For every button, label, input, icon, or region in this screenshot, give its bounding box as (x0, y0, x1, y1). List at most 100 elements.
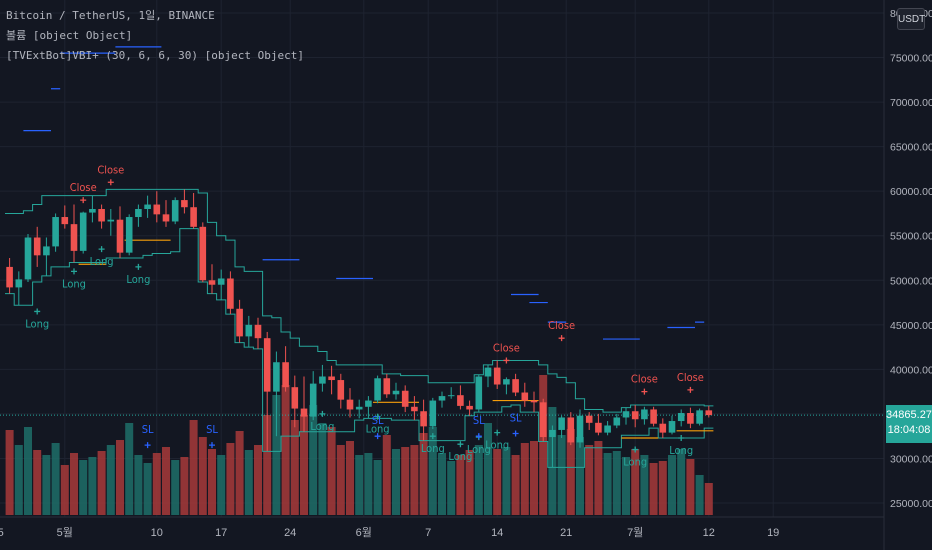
candle-body (24, 237, 32, 280)
candle-body (503, 379, 510, 385)
volume-bar (382, 435, 391, 515)
volume-bar (410, 445, 419, 515)
y-tick-label: 70000.00 (890, 97, 932, 109)
candle-body (135, 209, 142, 218)
signal-label-sl: SL (142, 423, 154, 436)
candle-body (125, 217, 133, 253)
candle-body (466, 405, 473, 410)
volume-bar (594, 441, 603, 515)
legend-symbol[interactable]: Bitcoin / TetherUS, 1일, BINANCE (6, 9, 215, 22)
candle-body (300, 408, 308, 417)
volume-bar (281, 385, 290, 515)
volume-bar (447, 461, 456, 515)
x-tick-label: 5월 (57, 526, 73, 539)
currency-button[interactable]: USDT (897, 8, 925, 30)
signal-label-close: Close (677, 371, 704, 384)
candle-body (447, 395, 455, 397)
candle-body (374, 378, 381, 401)
signal-cross (71, 268, 77, 275)
y-tick-label: 75000.00 (890, 53, 932, 65)
volume-histogram (5, 375, 713, 515)
candle-body (70, 224, 78, 251)
candle-body (337, 380, 345, 400)
volume-bar (125, 423, 134, 515)
volume-bar (88, 457, 97, 515)
signal-cross (632, 446, 639, 453)
volume-bar (456, 455, 465, 515)
candle-body (576, 415, 584, 443)
candle-body (484, 367, 492, 377)
candle-body (263, 338, 271, 392)
volume-bar (171, 460, 180, 515)
volume-bar (33, 450, 42, 515)
volume-bar (530, 441, 538, 515)
candle-body (438, 396, 446, 401)
candle-body (227, 278, 234, 309)
signal-label-close: Close (97, 163, 124, 176)
volume-bar (14, 445, 23, 515)
candle-body (475, 376, 483, 410)
legend-volume[interactable]: 볼륨 [object Object] (6, 29, 133, 42)
signal-label-long: Long (467, 443, 491, 456)
signal-cross (558, 335, 565, 342)
candle-body (291, 387, 299, 409)
candle-body (595, 422, 602, 433)
volume-bar (622, 457, 630, 515)
signal-label-long: Long (90, 255, 114, 268)
candle-body (199, 226, 207, 281)
volume-bar (576, 437, 584, 515)
signal-cross (98, 246, 105, 253)
candle-body (558, 417, 565, 430)
last-price-tag: 34865.27 18:04:08 (886, 405, 932, 443)
time-axis[interactable]: 25 5월 10 17 24 6월 7 14 21 7월 12 19 (0, 516, 884, 539)
chart-legend: Bitcoin / TetherUS, 1일, BINANCE 볼륨 [obje… (6, 6, 304, 66)
candle-body (217, 278, 225, 285)
signal-cross (512, 430, 519, 437)
signal-cross (429, 433, 436, 440)
candle-body (493, 367, 501, 385)
signal-cross (135, 263, 142, 270)
last-price-value: 34865.27 (886, 409, 932, 421)
signal-cross (457, 441, 464, 448)
candle-body (585, 415, 593, 423)
volume-bar (208, 449, 216, 515)
x-tick-label: 17 (215, 527, 227, 539)
candle-body (282, 362, 289, 388)
volume-bar (493, 449, 502, 515)
candle-body (457, 395, 464, 406)
signal-label-close: Close (548, 319, 575, 332)
volume-bar (428, 427, 437, 515)
volume-bar (373, 460, 382, 515)
signal-label-long: Long (623, 456, 647, 469)
candle-body (705, 410, 713, 416)
volume-bar (658, 461, 667, 515)
x-tick-label: 6월 (356, 526, 372, 539)
volume-bar (364, 453, 373, 515)
candle-body (52, 217, 59, 247)
volume-bar (346, 441, 354, 515)
candle-body (392, 390, 400, 395)
volume-bar (585, 445, 594, 515)
signal-cross (678, 434, 685, 441)
y-tick-label: 65000.00 (890, 142, 932, 154)
blue-level-line (23, 46, 705, 340)
legend-indicator[interactable]: [TVExtBot]VBI+ (30, 6, 6, 30) [object Ob… (6, 49, 305, 62)
volume-bar (603, 453, 612, 515)
candle-body (604, 425, 611, 433)
signal-label-close: Close (631, 373, 658, 386)
volume-bar (539, 375, 548, 515)
candle-body (116, 219, 124, 253)
signal-cross (144, 442, 151, 449)
signal-cross (80, 197, 87, 204)
volume-bar (327, 427, 336, 515)
candle-body (15, 279, 23, 288)
candle-body (687, 413, 694, 424)
candle-body (61, 217, 69, 225)
x-tick-label: 24 (284, 527, 296, 539)
candle-body (549, 429, 556, 438)
volume-bar (272, 395, 281, 515)
channel-lower-line (5, 228, 714, 468)
candle-body (613, 417, 621, 426)
